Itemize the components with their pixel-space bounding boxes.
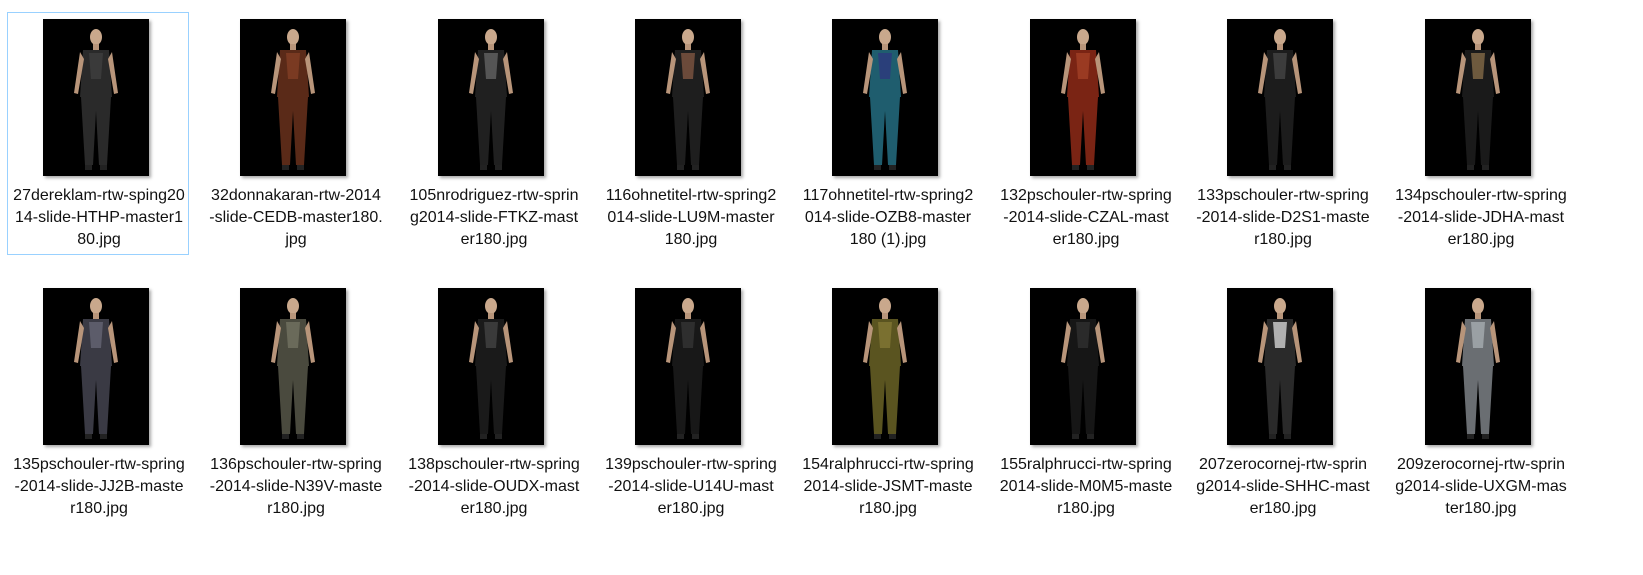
file-item[interactable]: 135pschouler-rtw-spring-2014-slide-JJ2B-… — [7, 281, 189, 543]
file-item[interactable]: 32donnakaran-rtw-2014-slide-CEDB-master1… — [204, 12, 386, 255]
file-item[interactable]: 155ralphrucci-rtw-spring2014-slide-M0M5-… — [994, 281, 1176, 543]
image-thumbnail[interactable] — [832, 19, 938, 176]
file-item[interactable]: 209zerocornej-rtw-spring2014-slide-UXGM-… — [1389, 281, 1571, 543]
file-name[interactable]: 116ohnetitel-rtw-spring2014-slide-LU9M-m… — [605, 187, 777, 248]
file-item[interactable]: 117ohnetitel-rtw-spring2014-slide-OZB8-m… — [796, 12, 978, 255]
file-name[interactable]: 134pschouler-rtw-spring-2014-slide-JDHA-… — [1395, 187, 1567, 248]
file-name[interactable]: 138pschouler-rtw-spring-2014-slide-OUDX-… — [408, 456, 580, 517]
file-item[interactable]: 27dereklam-rtw-sping2014-slide-HTHP-mast… — [7, 12, 189, 255]
file-item[interactable]: 207zerocornej-rtw-spring2014-slide-SHHC-… — [1191, 281, 1373, 543]
file-item[interactable]: 139pschouler-rtw-spring-2014-slide-U14U-… — [599, 281, 781, 543]
file-name[interactable]: 105nrodriguez-rtw-spring2014-slide-FTKZ-… — [409, 187, 579, 248]
image-thumbnail[interactable] — [1425, 19, 1531, 176]
image-thumbnail[interactable] — [1227, 19, 1333, 176]
file-item[interactable]: 154ralphrucci-rtw-spring2014-slide-JSMT-… — [796, 281, 978, 543]
image-thumbnail[interactable] — [1030, 19, 1136, 176]
file-name[interactable]: 154ralphrucci-rtw-spring2014-slide-JSMT-… — [802, 456, 974, 517]
image-thumbnail[interactable] — [438, 19, 544, 176]
file-item[interactable]: 132pschouler-rtw-spring-2014-slide-CZAL-… — [994, 12, 1176, 255]
file-item[interactable]: 133pschouler-rtw-spring-2014-slide-D2S1-… — [1191, 12, 1373, 255]
file-item[interactable]: 116ohnetitel-rtw-spring2014-slide-LU9M-m… — [599, 12, 781, 255]
file-name[interactable]: 32donnakaran-rtw-2014-slide-CEDB-master1… — [209, 187, 383, 248]
file-name[interactable]: 207zerocornej-rtw-spring2014-slide-SHHC-… — [1196, 456, 1370, 517]
image-thumbnail[interactable] — [43, 19, 149, 176]
file-name[interactable]: 139pschouler-rtw-spring-2014-slide-U14U-… — [605, 456, 777, 517]
image-thumbnail[interactable] — [832, 288, 938, 445]
file-name[interactable]: 136pschouler-rtw-spring-2014-slide-N39V-… — [209, 456, 383, 517]
file-name[interactable]: 133pschouler-rtw-spring-2014-slide-D2S1-… — [1196, 187, 1370, 248]
file-item[interactable]: 105nrodriguez-rtw-spring2014-slide-FTKZ-… — [402, 12, 584, 255]
file-name[interactable]: 132pschouler-rtw-spring-2014-slide-CZAL-… — [1000, 187, 1172, 248]
file-item[interactable]: 138pschouler-rtw-spring-2014-slide-OUDX-… — [402, 281, 584, 543]
image-thumbnail[interactable] — [43, 288, 149, 445]
file-item[interactable]: 136pschouler-rtw-spring-2014-slide-N39V-… — [204, 281, 386, 543]
image-thumbnail[interactable] — [1227, 288, 1333, 445]
image-thumbnail[interactable] — [240, 288, 346, 445]
file-name[interactable]: 155ralphrucci-rtw-spring2014-slide-M0M5-… — [999, 456, 1173, 517]
image-thumbnail[interactable] — [635, 19, 741, 176]
file-name[interactable]: 27dereklam-rtw-sping2014-slide-HTHP-mast… — [13, 187, 185, 248]
image-thumbnail[interactable] — [1425, 288, 1531, 445]
image-thumbnail[interactable] — [240, 19, 346, 176]
image-thumbnail[interactable] — [635, 288, 741, 445]
file-name[interactable]: 209zerocornej-rtw-spring2014-slide-UXGM-… — [1395, 456, 1567, 517]
file-name[interactable]: 117ohnetitel-rtw-spring2014-slide-OZB8-m… — [802, 187, 974, 248]
image-thumbnail[interactable] — [1030, 288, 1136, 445]
image-thumbnail[interactable] — [438, 288, 544, 445]
file-item[interactable]: 134pschouler-rtw-spring-2014-slide-JDHA-… — [1389, 12, 1571, 255]
file-name[interactable]: 135pschouler-rtw-spring-2014-slide-JJ2B-… — [13, 456, 185, 517]
